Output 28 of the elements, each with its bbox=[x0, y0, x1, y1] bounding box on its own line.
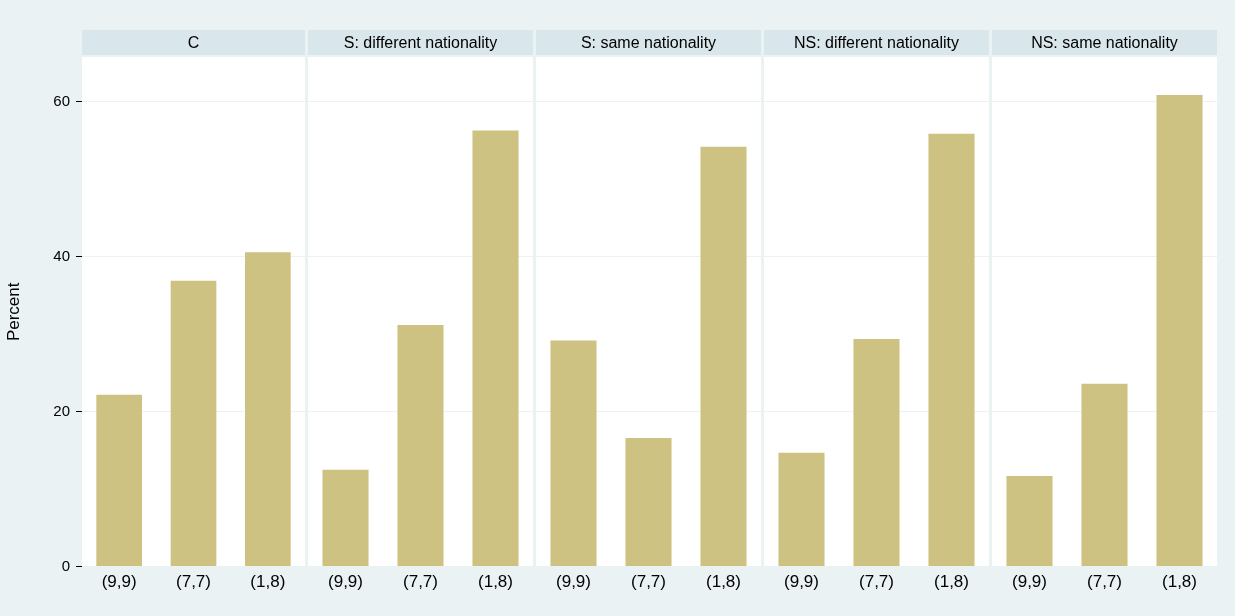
bar bbox=[96, 394, 142, 567]
bar bbox=[245, 252, 291, 567]
y-tick-label: 60 bbox=[53, 92, 70, 110]
x-tick-label: (1,8) bbox=[250, 572, 286, 592]
x-tick-label: (9,9) bbox=[1012, 572, 1047, 592]
x-tick-label: (9,9) bbox=[556, 572, 591, 592]
bar bbox=[170, 280, 217, 567]
x-tick-label: (9,9) bbox=[328, 572, 363, 592]
chart-title: S: different nationality bbox=[308, 30, 533, 55]
y-tick-label: 0 bbox=[61, 556, 70, 574]
x-tick-label: (7,7) bbox=[176, 572, 211, 592]
chart-title: NS: same nationality bbox=[992, 30, 1217, 55]
x-tick-label: (1,8) bbox=[706, 572, 741, 592]
x-tick-label: (1,8) bbox=[934, 572, 969, 592]
x-tick-label: (1,8) bbox=[478, 572, 513, 592]
x-tick-label: (9,9) bbox=[101, 572, 137, 592]
x-tick-label: (9,9) bbox=[784, 572, 819, 592]
x-tick-label: (1,8) bbox=[1162, 572, 1197, 592]
x-tick-label: (7,7) bbox=[859, 572, 894, 592]
y-tick-label: 40 bbox=[53, 246, 70, 264]
y-axis-title: Percent bbox=[3, 282, 23, 342]
x-tick-label: (7,7) bbox=[1087, 572, 1122, 592]
chart-title: NS: different nationality bbox=[764, 30, 989, 55]
chart-title: C bbox=[82, 30, 305, 55]
x-tick-label: (7,7) bbox=[631, 572, 666, 592]
chart-title: S: same nationality bbox=[536, 30, 761, 55]
x-tick-label: (7,7) bbox=[403, 572, 438, 592]
y-tick-label: 20 bbox=[53, 401, 70, 419]
